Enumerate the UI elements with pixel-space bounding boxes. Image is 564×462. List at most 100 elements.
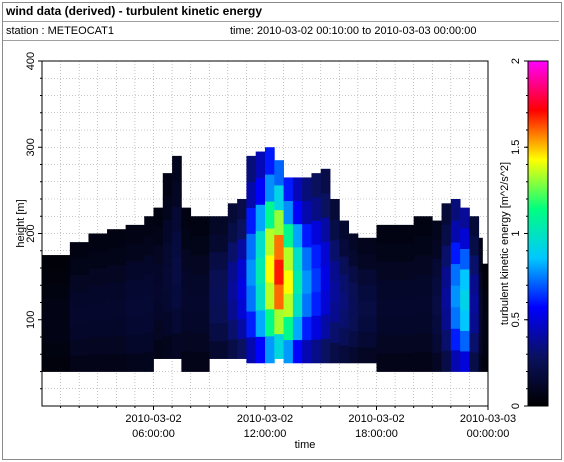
heatmap-cell bbox=[432, 314, 442, 335]
heatmap-cell bbox=[88, 285, 108, 303]
heatmap-cell bbox=[450, 199, 461, 221]
heatmap-cell bbox=[413, 216, 433, 237]
heatmap-cell bbox=[292, 200, 303, 225]
heatmap-cell bbox=[283, 339, 294, 364]
heatmap-cell bbox=[478, 287, 483, 306]
heatmap-cell bbox=[339, 238, 350, 257]
colorbar-tick-label: 0 bbox=[510, 403, 522, 409]
heatmap-cell bbox=[237, 218, 247, 240]
heatmap-cell bbox=[246, 337, 257, 364]
heatmap-cell bbox=[227, 222, 238, 243]
heatmap-cell bbox=[209, 269, 229, 288]
heatmap-cell bbox=[125, 334, 145, 354]
colorbar-tick-label: 2 bbox=[510, 58, 522, 64]
heatmap-cell bbox=[320, 217, 331, 242]
time-range-label: time: 2010-03-02 00:10:00 to 2010-03-03 … bbox=[230, 25, 477, 37]
heatmap-cell bbox=[181, 228, 192, 249]
heatmap-cell bbox=[482, 317, 489, 332]
header-divider bbox=[3, 21, 559, 22]
heatmap-cell bbox=[209, 305, 229, 324]
heatmap-cell bbox=[441, 329, 452, 351]
heatmap-cell bbox=[107, 353, 127, 372]
heatmap-cell bbox=[144, 235, 154, 256]
heatmap-cell bbox=[357, 269, 377, 286]
heatmap-cell bbox=[311, 315, 322, 340]
heatmap-cell bbox=[237, 199, 247, 220]
heatmap-cell bbox=[274, 284, 284, 310]
heatmap-cell bbox=[42, 342, 71, 358]
heatmap-cell bbox=[302, 223, 312, 248]
heatmap-cell bbox=[376, 224, 396, 244]
heatmap-cell bbox=[482, 263, 489, 278]
heatmap-cell bbox=[181, 248, 192, 270]
heatmap-cell bbox=[172, 231, 182, 258]
heatmap-cell bbox=[125, 261, 145, 281]
heatmap-cell bbox=[181, 289, 192, 311]
heatmap-cell bbox=[153, 207, 164, 227]
heatmap-cell bbox=[357, 237, 377, 254]
heatmap-cell bbox=[246, 233, 257, 260]
heatmap-cell bbox=[311, 339, 322, 364]
heatmap-cell bbox=[181, 330, 192, 352]
heatmap-cell bbox=[255, 283, 266, 311]
heatmap-cell bbox=[469, 352, 480, 372]
heatmap-cell bbox=[107, 264, 127, 283]
heatmap-cell bbox=[320, 241, 331, 267]
heatmap-cell bbox=[311, 173, 322, 198]
heatmap-cell bbox=[227, 339, 238, 359]
heatmap-cell bbox=[209, 216, 229, 235]
heatmap-cell bbox=[162, 289, 173, 313]
heatmap-cell bbox=[246, 155, 257, 183]
heatmap-cell bbox=[181, 207, 192, 229]
heatmap-cell bbox=[69, 258, 89, 275]
heatmap-cell bbox=[107, 318, 127, 337]
heatmap-cell bbox=[292, 270, 303, 294]
heatmap-cell bbox=[162, 196, 173, 220]
station-label: station : METEOCAT1 bbox=[6, 25, 114, 37]
colorbar: 0 0.5 1 1.5 2 turbulent kinetic energy [m^2/s… bbox=[499, 58, 549, 409]
heatmap-cell bbox=[255, 257, 266, 285]
x-tick-label-time: 00:00:00 bbox=[467, 428, 510, 440]
heatmap-cell bbox=[482, 304, 489, 318]
heatmap-cell bbox=[153, 339, 164, 359]
heatmap-cell bbox=[441, 245, 452, 267]
heatmap-cell bbox=[107, 282, 127, 301]
heatmap-cell bbox=[348, 346, 359, 364]
heatmap-cell bbox=[460, 269, 470, 290]
x-tick-label-time: 06:00:00 bbox=[132, 428, 175, 440]
heatmap-cell bbox=[441, 266, 452, 288]
colorbar-gradient bbox=[527, 60, 549, 407]
heatmap-cell bbox=[190, 274, 210, 295]
heatmap-cell bbox=[42, 327, 71, 343]
heatmap-cell bbox=[413, 274, 433, 295]
heatmap-cell bbox=[283, 316, 294, 341]
heatmap-cell bbox=[357, 315, 377, 333]
heatmap-cell bbox=[320, 290, 331, 315]
heatmap-cell bbox=[320, 168, 331, 194]
heatmap-cell bbox=[482, 344, 489, 359]
heatmap-cell bbox=[450, 263, 461, 286]
heatmap-cell bbox=[432, 239, 442, 259]
heatmap-cell bbox=[255, 151, 266, 179]
heatmap-cell bbox=[348, 282, 359, 299]
heatmap-cell bbox=[432, 296, 442, 316]
heatmap-cell bbox=[330, 280, 340, 302]
heatmap-cell bbox=[395, 334, 415, 354]
heatmap-cell bbox=[227, 242, 238, 262]
heatmap-cell bbox=[274, 160, 284, 186]
heatmap-cell bbox=[209, 234, 229, 253]
heatmap-cell bbox=[357, 284, 377, 301]
heatmap-cell bbox=[144, 274, 154, 295]
heatmap-cell bbox=[292, 177, 303, 202]
heatmap-cell bbox=[348, 330, 359, 348]
heatmap-cell bbox=[162, 265, 173, 290]
heatmap-cell bbox=[478, 338, 483, 356]
heatmap-cell bbox=[190, 313, 210, 334]
heatmap-cell bbox=[107, 246, 127, 266]
heatmap-cell bbox=[88, 302, 108, 321]
heatmap-cell bbox=[69, 306, 89, 324]
heatmap-cell bbox=[69, 290, 89, 308]
heatmap-cell bbox=[478, 237, 483, 255]
heatmap-cell bbox=[348, 298, 359, 315]
